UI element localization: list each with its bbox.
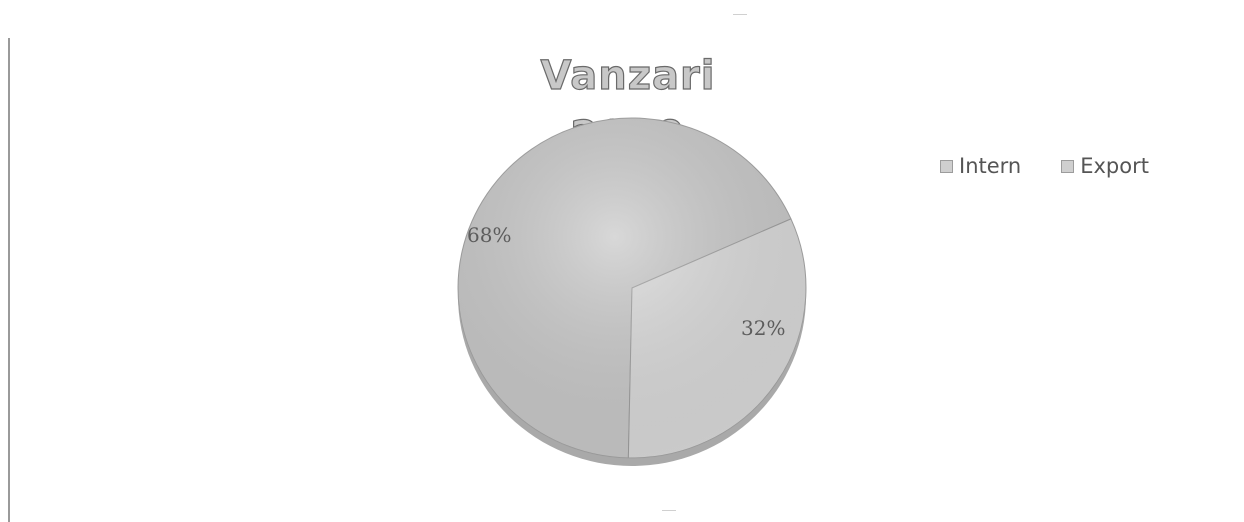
legend-swatch-export bbox=[1061, 159, 1075, 173]
slice-label-intern: 68% bbox=[467, 223, 511, 247]
legend-swatch-intern bbox=[940, 159, 953, 173]
page-margin-rule bbox=[8, 38, 10, 522]
legend-item-intern: Intern bbox=[940, 154, 1021, 178]
legend-item-export: Export bbox=[1061, 154, 1149, 178]
scan-speck bbox=[662, 510, 676, 511]
chart-legend: Intern Export bbox=[940, 154, 1149, 178]
slice-label-export: 32% bbox=[741, 316, 785, 340]
legend-label-intern: Intern bbox=[959, 154, 1022, 178]
scan-speck bbox=[733, 14, 747, 15]
legend-label-export: Export bbox=[1080, 154, 1149, 178]
